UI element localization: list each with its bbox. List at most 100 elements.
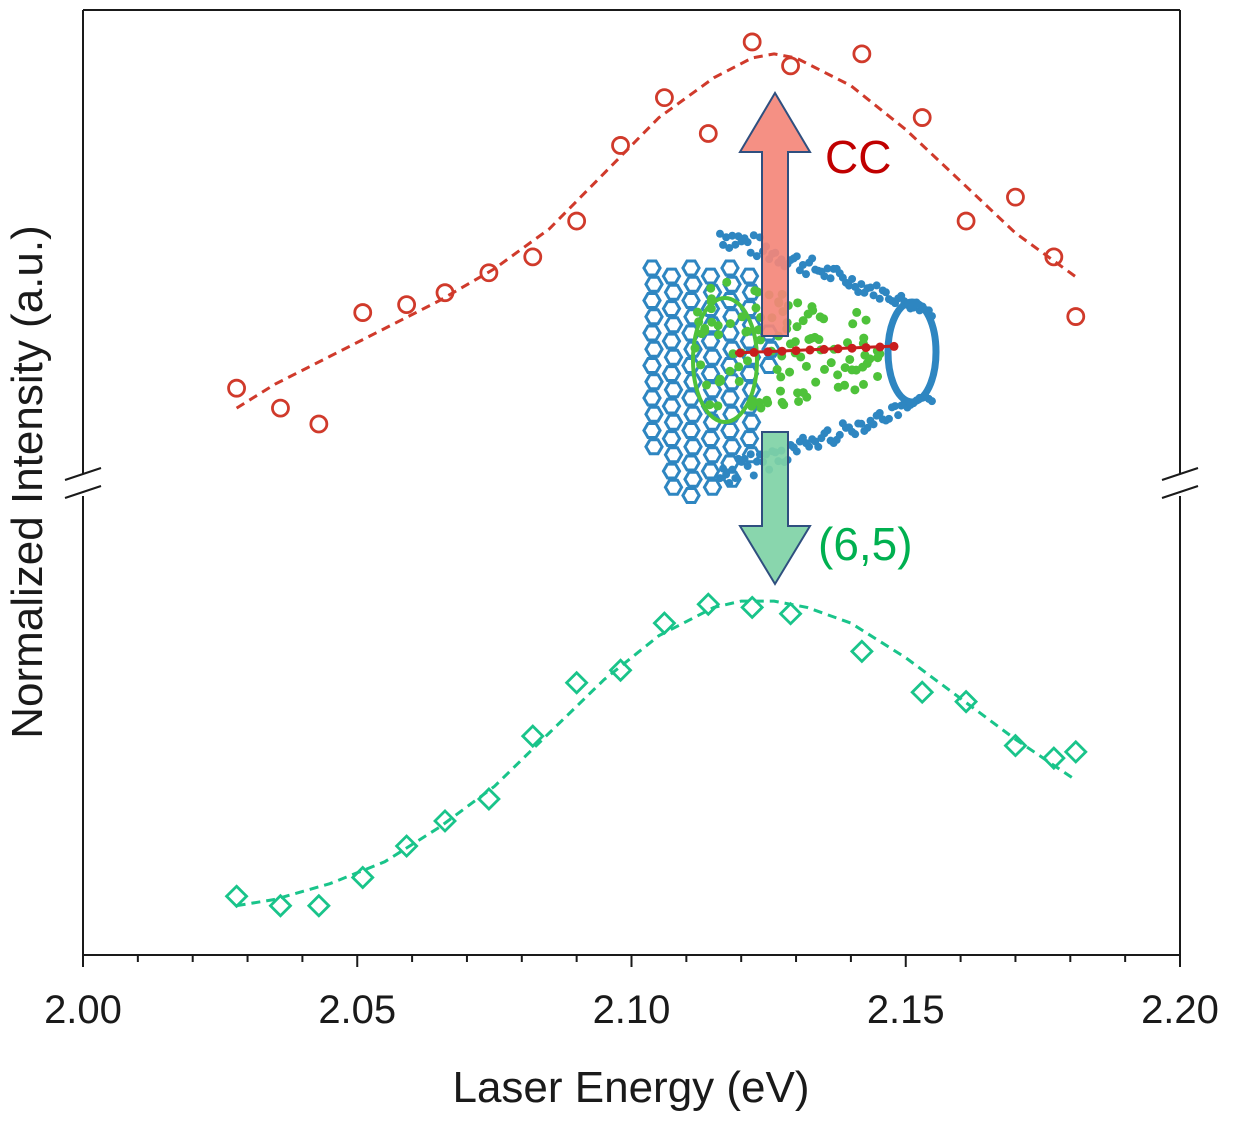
inner-tube-rim <box>691 296 759 424</box>
tube-6-5-data-point <box>849 639 874 664</box>
x-tick-label: 2.20 <box>1141 988 1219 1032</box>
axis-break-left-1 <box>64 467 102 481</box>
inner-tube-atom <box>753 287 763 297</box>
tube-atom <box>740 454 749 463</box>
cc-data-point <box>956 211 976 231</box>
cc-data-point <box>781 56 800 76</box>
tube-hexagon <box>663 316 684 334</box>
chain-atom <box>819 344 829 354</box>
tube-hexagon <box>683 405 703 423</box>
cc-data-point <box>698 124 718 143</box>
tube-hexagon <box>661 462 682 480</box>
inner-tube-atom <box>728 349 738 359</box>
inner-tube-atom <box>833 382 843 392</box>
tube-hexagon <box>720 422 740 439</box>
tube-atom <box>743 238 752 247</box>
inner-tube-atom <box>785 367 795 377</box>
inner-tube-atom <box>785 339 795 349</box>
tube-atom <box>927 397 936 406</box>
chain-atom <box>735 348 745 358</box>
axis-break-left-2 <box>64 485 102 499</box>
inner-tube-atom <box>725 366 735 376</box>
tube-hexagon <box>661 300 682 317</box>
tube-hexagon <box>722 470 742 488</box>
chain-atom <box>875 342 885 352</box>
tube-hexagon <box>700 430 721 447</box>
cc-data-point <box>742 32 762 52</box>
inner-tube-atom <box>772 364 782 374</box>
tube-atom <box>820 272 829 281</box>
tube-6-5-data-point <box>520 724 545 749</box>
inner-tube-atom <box>798 388 808 398</box>
tube-6-5-data-point <box>1041 746 1066 771</box>
tube-atom <box>805 442 814 451</box>
inner-tube-atom <box>775 386 785 396</box>
inner-tube-atom <box>820 364 830 374</box>
tube-atom <box>722 470 731 479</box>
inner-tube-atom <box>737 312 747 322</box>
inner-tube-atom <box>742 326 752 336</box>
inner-tube-atom <box>833 370 843 380</box>
inner-tube-atom <box>865 354 875 364</box>
tube-atom <box>719 240 728 249</box>
tube-hexagon <box>642 324 662 342</box>
tube-hexagon <box>681 259 701 277</box>
tube-hexagon <box>661 397 682 415</box>
inner-tube-atom <box>861 315 871 325</box>
fit-line-cc <box>235 52 1077 410</box>
inner-tube-atom <box>743 356 753 366</box>
tube-hexagon <box>720 259 740 277</box>
tube-hexagon <box>720 389 740 407</box>
inner-tube-atom <box>715 374 725 384</box>
tube-far-rim <box>884 298 940 406</box>
tube-6-5-data-point <box>740 595 765 620</box>
annotation-6-5: (6,5) <box>818 518 913 570</box>
x-tick-label: 2.10 <box>593 988 671 1032</box>
x-tick-label: 2.15 <box>867 988 945 1032</box>
tube-hexagon <box>722 308 742 326</box>
tube-6-5-data-point <box>564 670 589 695</box>
inner-tube-atom <box>873 353 883 363</box>
cc-data-point <box>912 108 932 127</box>
tube-atom <box>725 479 734 488</box>
tube-atom <box>857 419 866 428</box>
tube-hexagon <box>681 454 701 472</box>
tube-hexagon <box>681 389 701 407</box>
inner-tube-atom <box>734 376 744 386</box>
tube-atom <box>823 264 832 273</box>
inner-tube-atom <box>810 332 820 342</box>
tube-hexagon <box>683 438 703 456</box>
inner-tube-atom <box>792 322 802 332</box>
tube-atom <box>875 294 884 303</box>
chain-atom <box>749 347 759 357</box>
inner-tube-atom <box>722 277 732 287</box>
tube-6-5-data-point <box>608 658 633 683</box>
tube-atom <box>869 420 878 429</box>
x-tick-label: 2.05 <box>318 988 396 1032</box>
inner-tube-atom <box>756 403 766 413</box>
tube-hexagon <box>663 348 684 366</box>
tube-atom <box>731 474 740 483</box>
inner-tube-atom <box>713 321 723 331</box>
cc-data-point <box>227 378 246 398</box>
inner-tube-atom <box>848 319 858 329</box>
tube-6-5-data-point <box>954 689 979 714</box>
tube-atom <box>728 465 737 474</box>
inner-tube-atom <box>753 325 763 335</box>
tube-hexagon <box>663 478 684 496</box>
tube-hexagon <box>681 422 701 439</box>
tube-hexagon <box>644 275 664 293</box>
tube-hexagon <box>702 446 723 464</box>
annotation-cc: CC <box>825 131 891 183</box>
tube-atom <box>875 409 884 418</box>
inner-tube-atom <box>826 358 836 368</box>
tube-atom <box>731 240 740 249</box>
tube-hexagon <box>644 405 664 423</box>
tube-hexagon <box>700 462 721 480</box>
tube-6-5-data-point <box>268 893 293 918</box>
tube-6-5-data-point <box>394 834 419 859</box>
tube-hexagon <box>661 430 682 447</box>
tube-atom <box>866 283 875 292</box>
tube-hexagon <box>642 259 662 277</box>
tube-atom <box>881 288 890 297</box>
